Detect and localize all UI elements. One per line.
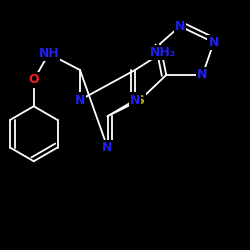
Text: N: N — [75, 94, 85, 106]
Text: O: O — [28, 74, 39, 86]
Text: NH: NH — [38, 47, 59, 60]
Text: N: N — [197, 68, 208, 82]
Text: N: N — [130, 94, 140, 106]
Text: N: N — [102, 141, 113, 154]
Text: N: N — [175, 20, 185, 33]
Text: NH₂: NH₂ — [150, 46, 176, 59]
Text: S: S — [136, 94, 144, 106]
Text: N: N — [208, 36, 219, 49]
